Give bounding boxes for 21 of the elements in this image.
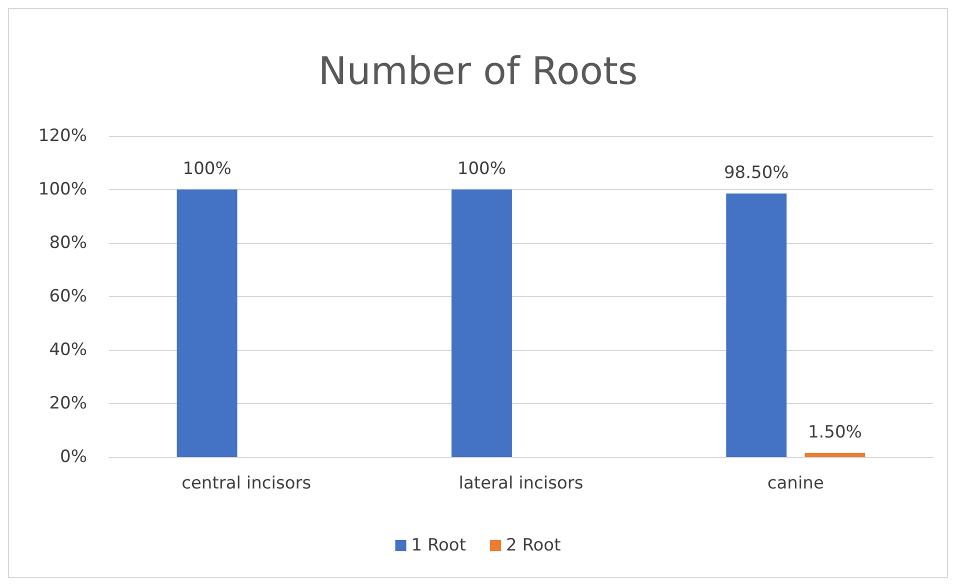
y-tick-label: 60% (49, 286, 87, 306)
bar (176, 190, 238, 457)
legend-label: 2 Root (506, 536, 562, 556)
y-tick-label: 20% (49, 394, 87, 414)
legend-label: 1 Root (411, 536, 466, 556)
bar (726, 194, 787, 457)
bar (452, 190, 512, 457)
chart-title: Number of Roots (318, 49, 638, 93)
data-label: 98.50% (724, 163, 789, 184)
data-label: 1.50% (808, 422, 862, 442)
data-label: 100% (457, 159, 506, 179)
y-tick-label: 80% (49, 233, 87, 253)
y-tick-label: 40% (49, 340, 87, 360)
bar (804, 452, 866, 457)
x-tick-label: canine (767, 474, 824, 494)
x-tick-label: lateral incisors (458, 474, 584, 494)
y-tick-label: 120% (38, 126, 87, 146)
x-tick-label: central incisors (182, 474, 312, 494)
y-tick-label: 0% (60, 447, 87, 467)
data-label: 100% (182, 159, 232, 179)
y-tick-label: 100% (38, 180, 87, 200)
